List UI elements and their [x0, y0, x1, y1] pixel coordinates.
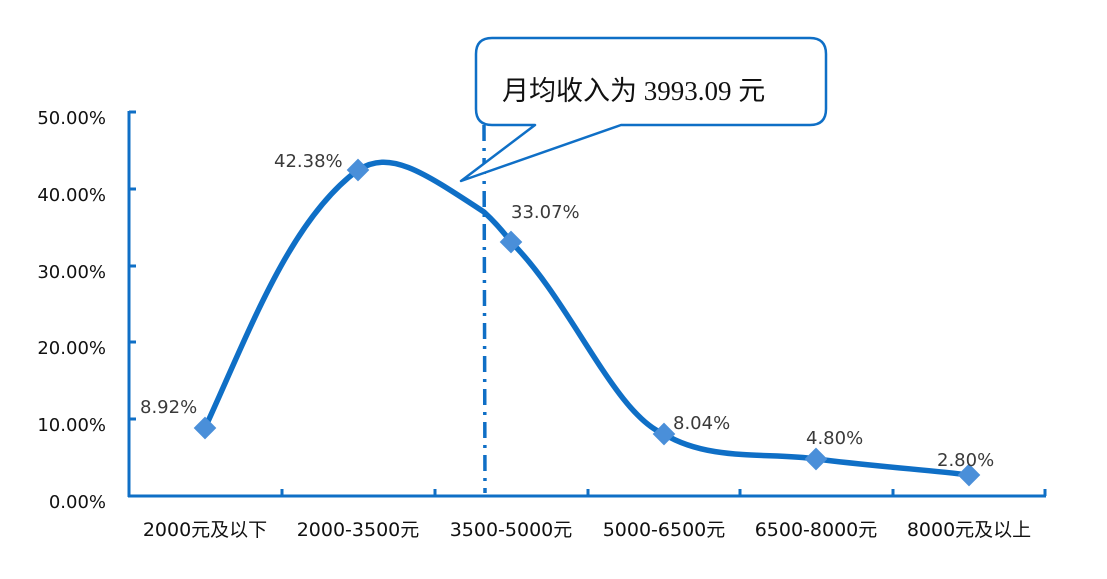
data-point-marker — [652, 422, 676, 446]
data-label: 4.80% — [806, 428, 863, 449]
data-labels: 8.92% 42.38% 33.07% 8.04% 4.80% 2.80% — [140, 151, 994, 471]
y-tick-label: 50.00% — [37, 108, 106, 129]
data-label: 8.92% — [140, 397, 197, 418]
data-label: 2.80% — [937, 450, 994, 471]
x-tick-label: 5000-6500元 — [603, 519, 726, 541]
x-tick-label: 8000元及以上 — [907, 519, 1031, 541]
y-tick-label: 10.00% — [37, 415, 106, 436]
x-tick-label: 6500-8000元 — [755, 519, 878, 541]
x-tick-label: 2000-3500元 — [297, 519, 420, 541]
x-axis — [128, 489, 1047, 498]
y-tick-labels: 50.00% 40.00% 30.00% 20.00% 10.00% 0.00% — [37, 108, 106, 513]
y-tick-label: 40.00% — [37, 185, 106, 206]
y-tick-label: 20.00% — [37, 338, 106, 359]
mean-income-line — [482, 124, 487, 494]
data-point-marker — [804, 447, 828, 471]
x-tick-label: 2000元及以下 — [143, 519, 267, 541]
x-tick-label: 3500-5000元 — [450, 519, 573, 541]
y-tick-label: 30.00% — [37, 262, 106, 283]
data-label: 33.07% — [511, 202, 580, 223]
x-tick-labels: 2000元及以下 2000-3500元 3500-5000元 5000-6500… — [143, 519, 1031, 541]
callout-bubble — [459, 36, 828, 183]
y-axis — [127, 110, 136, 497]
data-label: 42.38% — [274, 151, 343, 172]
mean-income-callout: 月均收入为 3993.09 元 — [459, 36, 828, 183]
y-tick-label: 0.00% — [49, 492, 106, 513]
data-label: 8.04% — [673, 413, 730, 434]
callout-text: 月均收入为 3993.09 元 — [502, 76, 765, 106]
data-point-marker — [193, 416, 217, 440]
